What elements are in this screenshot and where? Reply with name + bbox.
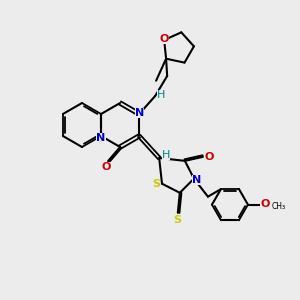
Text: N: N (134, 108, 144, 118)
Text: H: H (162, 150, 170, 160)
Text: O: O (160, 34, 169, 44)
Text: H: H (157, 90, 165, 100)
Text: O: O (260, 199, 270, 209)
Text: O: O (101, 162, 111, 172)
Text: N: N (192, 175, 202, 185)
Text: S: S (152, 179, 160, 189)
Text: O: O (204, 152, 214, 162)
Text: S: S (173, 215, 181, 225)
Text: N: N (96, 133, 106, 143)
Text: CH₃: CH₃ (272, 202, 286, 211)
